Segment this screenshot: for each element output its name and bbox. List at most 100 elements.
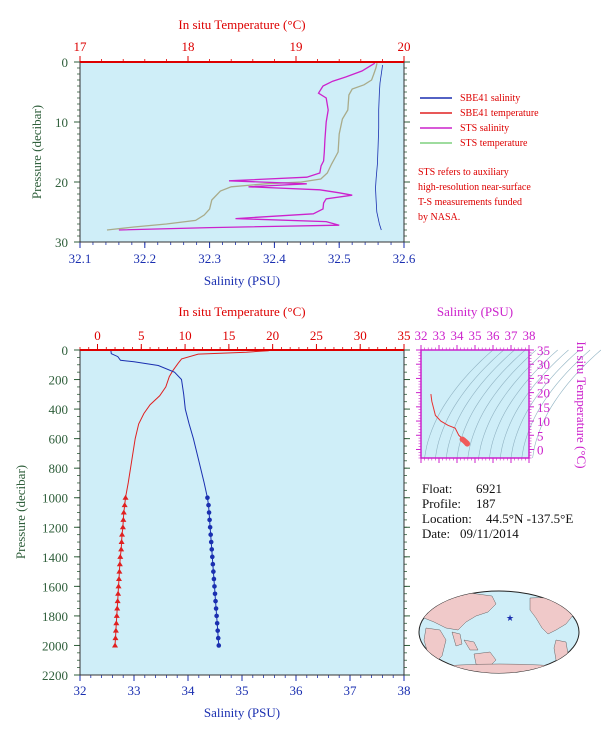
date-value: 09/11/2014 <box>460 526 519 541</box>
bottom-pressure-tick-label: 200 <box>49 373 69 388</box>
float-value: 6921 <box>476 481 502 496</box>
bottom-sal-tick-label: 38 <box>398 683 411 698</box>
float-info: Float: 6921 Profile: 187 Location: 44.5°… <box>422 481 573 541</box>
temperature-sample-point <box>115 575 122 581</box>
temperature-sample-point <box>114 598 121 604</box>
ts-temperature-axis-label: In situ Temperature (°C) <box>574 341 589 468</box>
ts-sal-tick-label: 33 <box>433 328 446 343</box>
top-tick-labels: 17 18 19 20 32.1 32.2 32.3 32.4 32.5 32.6 0 10 20 30 <box>55 39 416 266</box>
ts-density-contour <box>499 349 569 459</box>
sts-note-line-4: by NASA. <box>418 212 460 223</box>
temperature-sample-point <box>119 531 126 537</box>
legend: SBE41 salinity SBE41 temperature STS sal… <box>418 93 539 223</box>
ts-sal-tick-label: 36 <box>487 328 501 343</box>
ts-point <box>464 440 471 447</box>
profile-value: 187 <box>476 496 496 511</box>
top-sal-tick-label: 32.2 <box>133 251 156 266</box>
bottom-sal-tick-label: 34 <box>182 683 196 698</box>
legend-label-sts-temperature: STS temperature <box>460 138 528 149</box>
top-sal-tick-label: 32.5 <box>328 251 351 266</box>
salinity-sample-point <box>211 576 217 582</box>
bottom-pressure-tick-label: 1600 <box>42 579 68 594</box>
bottom-sal-tick-label: 37 <box>344 683 358 698</box>
salinity-sample-point <box>207 517 212 523</box>
ts-density-contour <box>467 349 537 459</box>
temperature-sample-point <box>115 590 122 596</box>
temperature-sample-point <box>119 524 126 530</box>
temperature-sample-point <box>120 516 127 522</box>
temperature-sample-point <box>121 502 128 508</box>
salinity-sample-point <box>206 510 212 515</box>
bottom-pressure-tick-label: 400 <box>49 402 69 417</box>
full-profile-chart: 0 5 10 15 20 25 30 35 32 33 34 35 36 37 38 0 200 400 600 80… <box>13 304 411 720</box>
series-sts-salinity <box>118 62 376 231</box>
ts-density-contour <box>478 349 548 459</box>
top-plot-background <box>80 62 404 242</box>
ts-density-contour <box>521 349 591 459</box>
bottom-plot-background <box>80 350 404 675</box>
map-antarctica <box>419 663 579 673</box>
top-series-lines <box>106 62 383 231</box>
bottom-temp-tick-label: 10 <box>179 328 192 343</box>
bottom-sal-tick-label: 33 <box>128 683 141 698</box>
ts-temp-tick-label: 20 <box>537 386 550 401</box>
salinity-sample-point <box>216 643 222 648</box>
bottom-temp-tick-label: 25 <box>310 328 323 343</box>
bottom-sal-tick-label: 32 <box>74 683 87 698</box>
ts-density-contour <box>445 349 515 459</box>
salinity-sample-point <box>215 635 221 641</box>
ts-plot-background <box>421 350 529 458</box>
sts-note-line-3: T-S measurements funded <box>418 197 522 208</box>
bottom-temp-tick-label: 15 <box>222 328 235 343</box>
temperature-sample-point <box>113 612 120 618</box>
bottom-pressure-tick-label: 2000 <box>42 638 68 653</box>
temperature-sample-point <box>122 494 129 500</box>
map-south-america <box>553 639 569 667</box>
legend-label-sts-salinity: STS salinity <box>460 123 509 134</box>
salinity-sample-point <box>214 613 219 619</box>
temperature-sample-point <box>112 642 119 648</box>
salinity-sample-point <box>209 547 215 552</box>
ts-temp-tick-label: 35 <box>537 343 550 358</box>
bottom-temp-tick-label: 30 <box>354 328 367 343</box>
bottom-pressure-tick-label: 600 <box>49 432 69 447</box>
temperature-sample-point <box>118 539 125 545</box>
bottom-pressure-tick-label: 800 <box>49 461 69 476</box>
legend-label-sbe41-salinity: SBE41 salinity <box>460 93 520 104</box>
salinity-sample-point <box>214 620 220 626</box>
ts-sal-tick-label: 35 <box>469 328 482 343</box>
ts-sal-tick-label: 38 <box>523 328 536 343</box>
ts-temp-tick-label: 0 <box>537 442 544 457</box>
location-label: Location: <box>422 511 472 526</box>
bottom-pressure-tick-label: 0 <box>62 343 69 358</box>
top-pressure-tick-label: 10 <box>55 115 68 130</box>
bottom-temp-tick-label: 5 <box>138 328 145 343</box>
bottom-pressure-tick-label: 2200 <box>42 668 68 683</box>
series-sts-temperature <box>106 63 378 231</box>
map-greenland <box>573 593 579 607</box>
ts-plot-frame <box>420 349 530 459</box>
salinity-sample-point <box>211 569 216 574</box>
temperature-sample-point <box>116 561 123 567</box>
bottom-series-lines <box>110 349 272 648</box>
ts-sal-tick-label: 34 <box>451 328 465 343</box>
top-temp-tick-label: 20 <box>398 39 411 54</box>
top-pressure-tick-label: 20 <box>55 175 68 190</box>
salinity-sample-point <box>207 524 213 530</box>
temperature-sample-point <box>117 553 124 559</box>
bottom-salinity-axis-label: Salinity (PSU) <box>204 705 280 720</box>
ts-temp-tick-label: 25 <box>537 371 550 386</box>
series-sbe41-salinity <box>375 64 383 231</box>
date-label: Date: <box>422 526 450 541</box>
top-sal-tick-label: 32.3 <box>198 251 221 266</box>
bottom-pressure-tick-label: 1000 <box>42 491 68 506</box>
temperature-sample-point <box>116 568 123 574</box>
salinity-sample-point <box>208 539 214 545</box>
bottom-pressure-tick-label: 1800 <box>42 609 68 624</box>
ts-temp-tick-label: 10 <box>537 414 550 429</box>
salinity-sample-point <box>208 532 213 537</box>
top-temp-tick-label: 18 <box>182 39 195 54</box>
top-sal-tick-label: 32.6 <box>393 251 416 266</box>
